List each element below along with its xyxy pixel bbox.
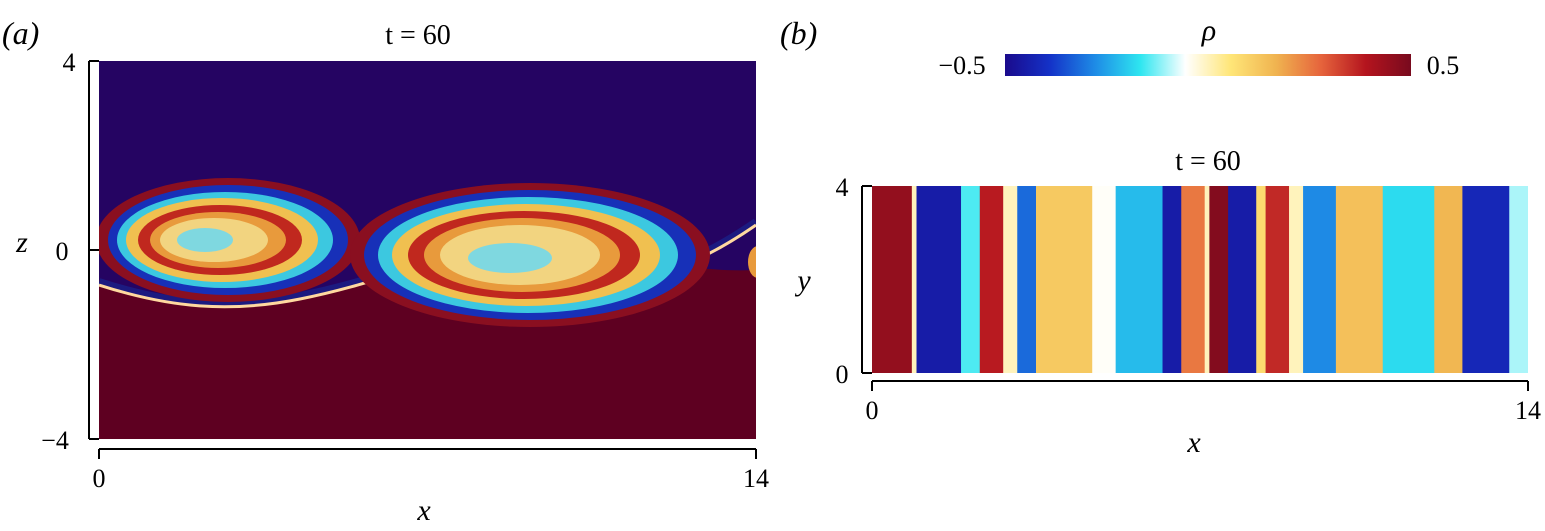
panel-b-x-tick-label-left: 0 bbox=[866, 396, 879, 425]
edge-blob bbox=[748, 246, 756, 278]
stripe-8 bbox=[1092, 186, 1117, 373]
panel-b-heatmap bbox=[872, 186, 1528, 373]
panel-b: (b) ρ −0.5 0.5 t = 60 4 0 y 0 14 x bbox=[780, 14, 1541, 459]
vortex-2 bbox=[350, 183, 710, 327]
stripe-22 bbox=[1462, 186, 1510, 373]
stripe-9 bbox=[1115, 186, 1164, 373]
panel-a-heatmap bbox=[99, 61, 756, 439]
panel-b-label: (b) bbox=[780, 15, 817, 51]
panel-a-y-tick-label-mid: 0 bbox=[56, 237, 69, 266]
stripe-23 bbox=[1509, 186, 1528, 373]
panel-b-y-tick-label-bot: 0 bbox=[836, 360, 849, 389]
panel-a-y-tick-label-bot: −4 bbox=[41, 426, 69, 455]
stripe-6 bbox=[1017, 186, 1037, 373]
colorbar-max-label: 0.5 bbox=[1427, 51, 1460, 80]
stripe-17 bbox=[1289, 186, 1304, 373]
panel-a-y-axis-label: z bbox=[15, 226, 28, 259]
stripe-7 bbox=[1036, 186, 1093, 373]
stripe-19 bbox=[1335, 186, 1384, 373]
colorbar-min-label: −0.5 bbox=[938, 51, 985, 80]
colorbar: ρ −0.5 0.5 bbox=[938, 14, 1459, 80]
stripe-14 bbox=[1228, 186, 1257, 373]
stripe-13 bbox=[1209, 186, 1229, 373]
panel-a-title: t = 60 bbox=[385, 20, 451, 51]
vortex-2-core bbox=[468, 243, 552, 273]
vortex-1 bbox=[99, 178, 360, 302]
panel-b-x-tick-label-right: 14 bbox=[1515, 396, 1541, 425]
panel-b-y-tick-label-top: 4 bbox=[836, 173, 849, 202]
colorbar-strip bbox=[1005, 54, 1411, 76]
panel-b-y-axis-label: y bbox=[794, 264, 811, 297]
panel-a-x-axis-label: x bbox=[416, 494, 431, 527]
panel-b-title: t = 60 bbox=[1175, 146, 1241, 177]
stripe-18 bbox=[1303, 186, 1337, 373]
stripe-15 bbox=[1256, 186, 1267, 373]
stripe-11 bbox=[1181, 186, 1206, 373]
panel-a-x-tick-label-right: 14 bbox=[743, 464, 769, 493]
colorbar-label: ρ bbox=[1201, 14, 1216, 47]
vortex-1-core bbox=[177, 228, 233, 252]
stripe-2 bbox=[916, 186, 962, 373]
panel-b-x-axis-label: x bbox=[1186, 426, 1201, 459]
stripe-20 bbox=[1382, 186, 1435, 373]
panel-a-x-tick-label-left: 0 bbox=[93, 464, 106, 493]
stripe-12 bbox=[1204, 186, 1210, 373]
stripe-10 bbox=[1162, 186, 1182, 373]
stripe-4 bbox=[979, 186, 1004, 373]
panel-a-y-tick-label-top: 4 bbox=[63, 48, 76, 77]
panel-a-label: (a) bbox=[2, 15, 39, 51]
stripe-5 bbox=[1003, 186, 1018, 373]
stripe-21 bbox=[1434, 186, 1463, 373]
stripe-0 bbox=[872, 186, 913, 373]
stripe-1 bbox=[911, 186, 918, 373]
panel-a: (a) t = 60 bbox=[2, 15, 769, 527]
stripe-3 bbox=[961, 186, 981, 373]
stripe-16 bbox=[1265, 186, 1290, 373]
